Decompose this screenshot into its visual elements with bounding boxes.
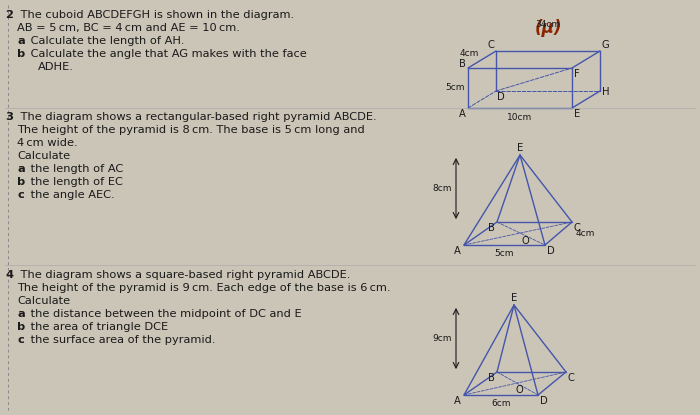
Text: 6cm: 6cm	[491, 399, 511, 408]
Text: Calculate the length of AH.: Calculate the length of AH.	[27, 36, 184, 46]
Text: The diagram shows a square-based right pyramid ABCDE.: The diagram shows a square-based right p…	[17, 270, 351, 280]
Text: 4: 4	[5, 270, 13, 280]
Text: A: A	[454, 396, 461, 406]
Text: Calculate: Calculate	[17, 296, 70, 306]
Text: The cuboid ABCDEFGH is shown in the diagram.: The cuboid ABCDEFGH is shown in the diag…	[17, 10, 294, 20]
Text: C: C	[574, 223, 581, 233]
Text: b: b	[17, 49, 25, 59]
Text: E: E	[511, 293, 517, 303]
Text: Calculate the angle that AG makes with the face: Calculate the angle that AG makes with t…	[27, 49, 307, 59]
Text: a: a	[17, 309, 25, 319]
Text: 5cm: 5cm	[495, 249, 514, 258]
Text: a: a	[17, 164, 25, 174]
Text: the distance between the midpoint of DC and E: the distance between the midpoint of DC …	[27, 309, 302, 319]
Text: the surface area of the pyramid.: the surface area of the pyramid.	[27, 335, 216, 345]
Text: 34cm: 34cm	[536, 20, 561, 29]
Text: The height of the pyramid is 8 cm. The base is 5 cm long and: The height of the pyramid is 8 cm. The b…	[17, 125, 365, 135]
Text: 4cm: 4cm	[460, 49, 479, 58]
Text: A: A	[454, 246, 461, 256]
Text: D: D	[547, 246, 554, 256]
Text: 10cm: 10cm	[508, 113, 533, 122]
Text: ADHE.: ADHE.	[38, 62, 74, 72]
Text: C: C	[487, 40, 494, 50]
Text: c: c	[17, 335, 24, 345]
Text: D: D	[497, 92, 505, 102]
Text: 5cm: 5cm	[445, 83, 465, 93]
Text: B: B	[488, 373, 495, 383]
Text: E: E	[574, 109, 580, 119]
Text: O: O	[521, 236, 528, 246]
Text: 2: 2	[5, 10, 13, 20]
Text: B: B	[488, 223, 495, 233]
Text: F: F	[574, 69, 580, 79]
Text: E: E	[517, 143, 523, 153]
Text: 3: 3	[5, 112, 13, 122]
Text: the length of EC: the length of EC	[27, 177, 123, 187]
Text: b: b	[17, 177, 25, 187]
Text: the length of AC: the length of AC	[27, 164, 123, 174]
Text: C: C	[568, 373, 575, 383]
Text: b: b	[17, 322, 25, 332]
Text: D: D	[540, 396, 547, 406]
Text: the area of triangle DCE: the area of triangle DCE	[27, 322, 168, 332]
Text: 4 cm wide.: 4 cm wide.	[17, 138, 78, 148]
Text: c: c	[17, 190, 24, 200]
Text: B: B	[459, 59, 466, 69]
Text: H: H	[602, 87, 610, 97]
Text: the angle AEC.: the angle AEC.	[27, 190, 115, 200]
Text: (μ): (μ)	[534, 19, 561, 37]
Text: a: a	[17, 36, 25, 46]
Text: 4cm: 4cm	[576, 229, 596, 238]
Text: A: A	[459, 109, 466, 119]
Text: 8cm: 8cm	[433, 184, 452, 193]
Text: The height of the pyramid is 9 cm. Each edge of the base is 6 cm.: The height of the pyramid is 9 cm. Each …	[17, 283, 391, 293]
Text: G: G	[602, 40, 610, 50]
Text: The diagram shows a rectangular-based right pyramid ABCDE.: The diagram shows a rectangular-based ri…	[17, 112, 377, 122]
Text: 9cm: 9cm	[433, 334, 452, 343]
Text: Calculate: Calculate	[17, 151, 70, 161]
Text: AB = 5 cm, BC = 4 cm and AE = 10 cm.: AB = 5 cm, BC = 4 cm and AE = 10 cm.	[17, 23, 240, 33]
Text: O: O	[515, 385, 523, 395]
